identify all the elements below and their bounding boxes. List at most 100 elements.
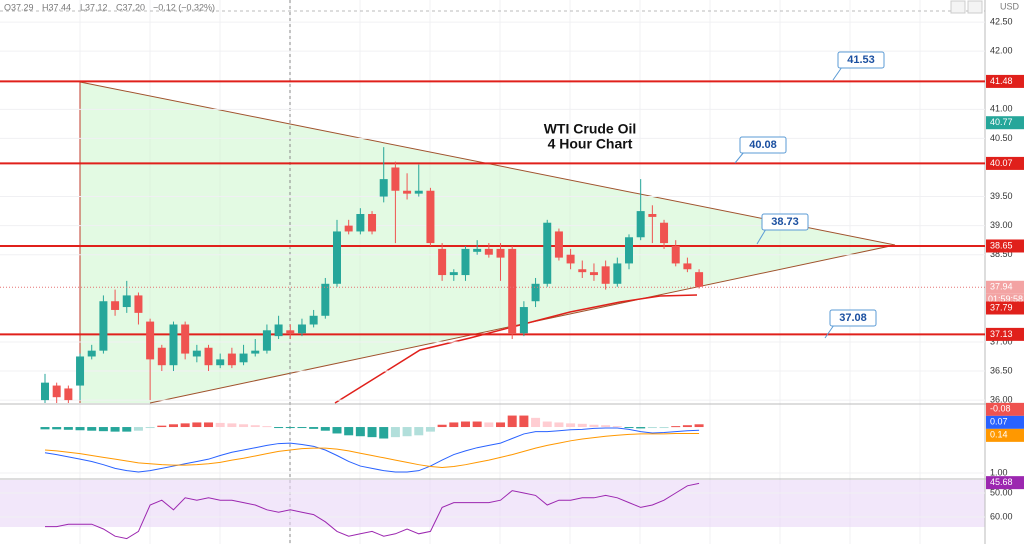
histogram-bar (52, 427, 62, 430)
y-tick-label: 42.50 (990, 16, 1013, 26)
level-badge-label: 40.07 (990, 158, 1013, 168)
candle-body (660, 222, 669, 244)
candle-body (204, 347, 213, 366)
candle-body (695, 272, 704, 287)
histogram-bar (204, 422, 214, 428)
candle-body (589, 272, 598, 276)
histogram-bar (636, 427, 646, 429)
y-tick-label: 42.00 (990, 46, 1013, 56)
callout-pointer (756, 228, 767, 245)
callout-pointer (824, 324, 835, 339)
candle-body (461, 248, 470, 276)
candle-body (309, 315, 318, 325)
rsi-line (45, 482, 700, 540)
histogram-bar (63, 427, 73, 430)
histogram-bar (659, 427, 669, 429)
histogram-bar (309, 427, 319, 429)
candle-body (111, 301, 120, 310)
candle-body (554, 231, 563, 258)
settings-button[interactable] (967, 0, 983, 14)
callout-box (837, 51, 885, 69)
histogram-bar (402, 427, 412, 437)
signal-line (44, 432, 700, 468)
histogram-bar (449, 422, 459, 428)
rsi-band (0, 480, 985, 527)
histogram-bar (274, 427, 284, 429)
close-value: C37.20 (116, 2, 145, 12)
histogram-bar (110, 427, 120, 432)
histogram-bar (577, 423, 587, 428)
price-badge-label: 37.94 (990, 282, 1013, 292)
callout-box (761, 213, 809, 231)
candle-body (379, 179, 388, 197)
triangle-fill (80, 82, 895, 403)
candle-body (356, 214, 365, 232)
candle-body (543, 222, 552, 284)
histogram-bar (554, 422, 564, 428)
candle-body (484, 248, 493, 255)
histogram-bar (460, 421, 470, 428)
price-badge (986, 116, 1024, 130)
histogram-bar (40, 427, 50, 430)
histogram-bar (250, 425, 260, 428)
histogram-bar (180, 423, 190, 428)
candle-body (286, 330, 295, 334)
candle-body (403, 190, 412, 194)
candle-body (41, 382, 49, 401)
candle-body (157, 347, 166, 366)
histogram-bar (122, 427, 132, 432)
y-tick-label: 36.50 (990, 365, 1013, 375)
histogram-bar (671, 426, 681, 428)
chart-title: WTI Crude Oil (544, 121, 637, 137)
candle-body (192, 350, 201, 357)
candle-body (648, 214, 657, 217)
indicator-badge (986, 402, 1024, 416)
candle-body (601, 266, 610, 284)
histogram-bar (215, 422, 225, 428)
candle-body (496, 248, 505, 258)
candle-body (519, 307, 528, 334)
histogram-bar (320, 427, 330, 431)
candle-body (87, 350, 96, 357)
candle-body (531, 283, 540, 302)
high-value: H37.44 (42, 2, 71, 12)
histogram-bar (531, 417, 541, 428)
candle-body (76, 356, 85, 386)
histogram-bar (379, 427, 389, 439)
callout-pointer (734, 151, 745, 164)
price-badge-label: 40.77 (990, 117, 1013, 127)
candle-body (683, 263, 692, 270)
candle-body (671, 245, 680, 264)
histogram-bar (285, 427, 295, 429)
candle-body (321, 283, 330, 316)
countdown: 01:59:58 (988, 294, 1023, 304)
indicator-badge-label: 0.07 (990, 417, 1008, 427)
y-tick-label: 1.00 (990, 467, 1008, 477)
y-tick-label: 38.50 (990, 249, 1013, 259)
currency: USD (1000, 1, 1020, 11)
candle-body (566, 254, 575, 264)
histogram-bar (332, 427, 342, 434)
candle-body (181, 324, 190, 354)
candle-body (578, 269, 587, 273)
histogram-bar (75, 427, 85, 431)
scroll-button[interactable] (950, 0, 966, 14)
candle-body (169, 324, 178, 366)
indicator-badge (986, 428, 1024, 442)
candle-body (274, 324, 283, 337)
indicator-badge-label: 0.14 (990, 430, 1008, 440)
y-tick-label: 37.00 (990, 336, 1013, 346)
histogram-bar (566, 423, 576, 428)
open-value: O37.29 (4, 2, 34, 12)
candle-body (227, 353, 236, 366)
candle-body (262, 330, 271, 351)
rsi-badge-label: 45.68 (990, 477, 1013, 487)
indicator-badge (986, 415, 1024, 429)
histogram-bar (624, 427, 634, 429)
candle-body (636, 211, 645, 238)
callout-label: 38.73 (771, 216, 799, 228)
low-value: L37.12 (80, 2, 108, 12)
histogram-bar (542, 421, 552, 428)
histogram-bar (344, 427, 354, 436)
